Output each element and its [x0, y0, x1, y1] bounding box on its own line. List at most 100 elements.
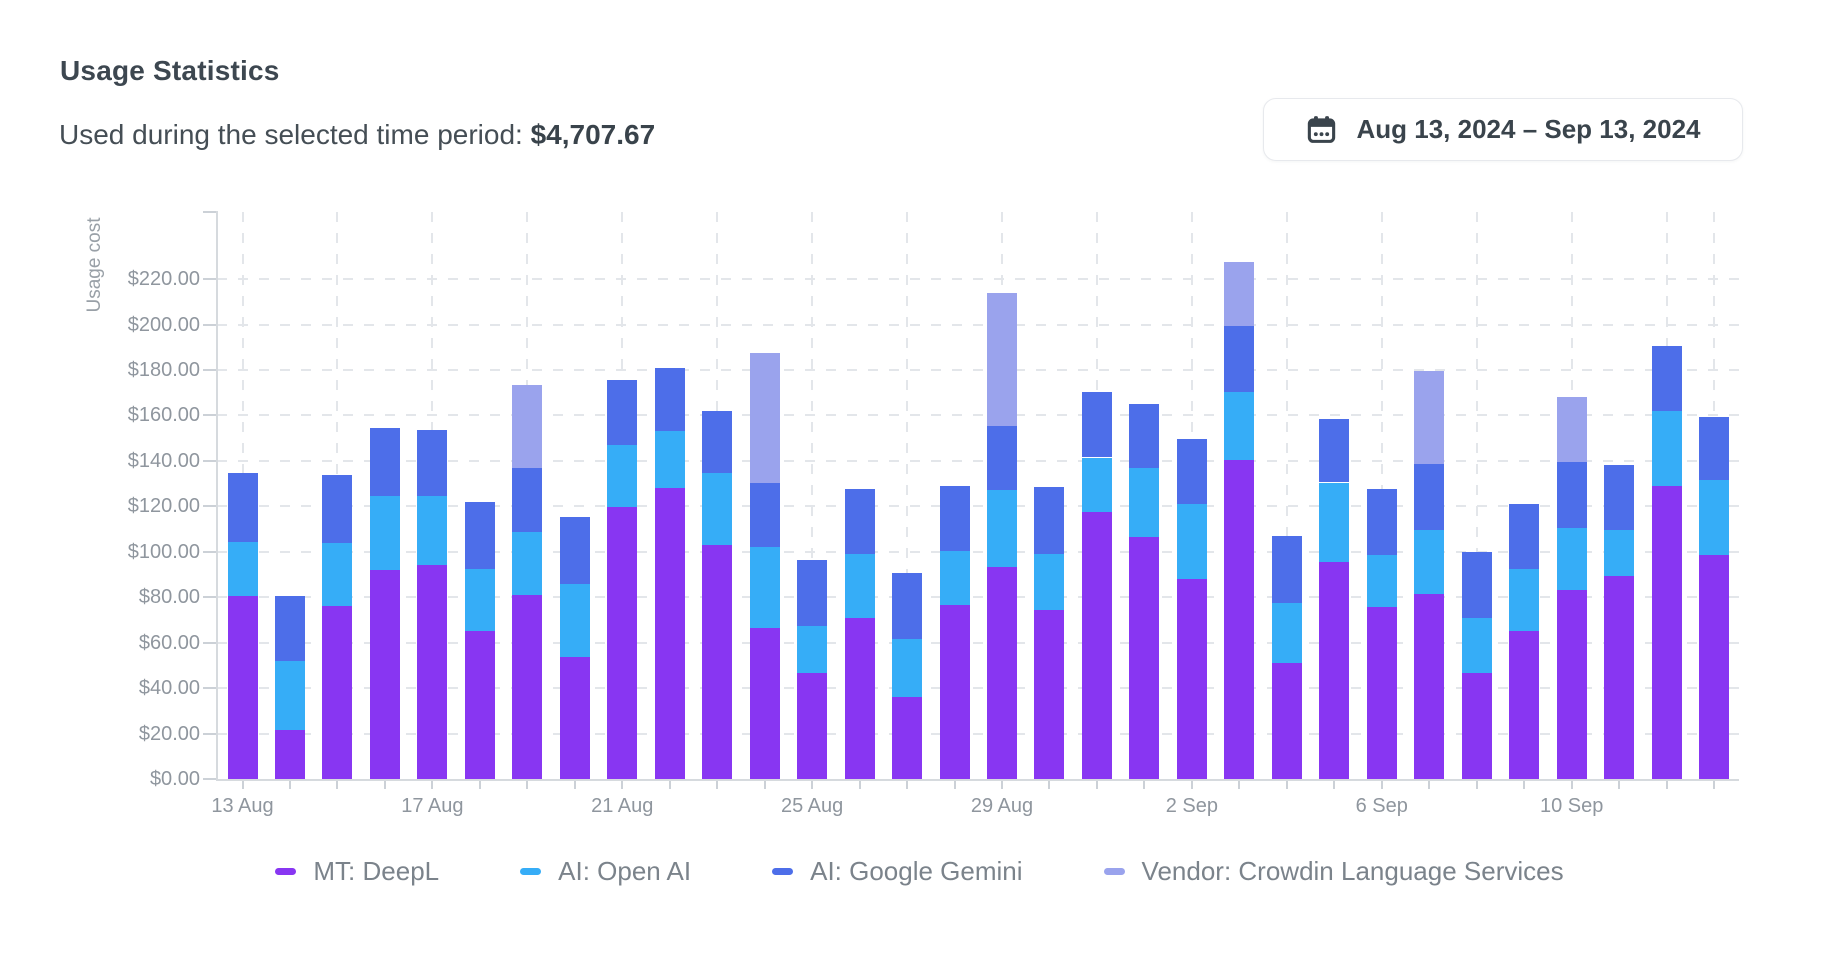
bar-segment-mt-deepl[interactable] [1556, 590, 1587, 779]
bar-segment-vendor-crowdin-language-services[interactable] [1414, 371, 1445, 465]
bar-segment-ai-open-ai[interactable] [1366, 555, 1397, 608]
bar-segment-ai-google-gemini[interactable] [1366, 489, 1397, 556]
bar-segment-mt-deepl[interactable] [607, 507, 638, 779]
bar-segment-ai-open-ai[interactable] [274, 660, 305, 731]
bar-segment-ai-google-gemini[interactable] [512, 467, 543, 533]
bar-segment-vendor-crowdin-language-services[interactable] [512, 384, 543, 468]
bar-segment-ai-open-ai[interactable] [1414, 530, 1445, 594]
bar-segment-mt-deepl[interactable] [1651, 485, 1682, 779]
bar-segment-ai-google-gemini[interactable] [844, 489, 875, 555]
bar-segment-ai-open-ai[interactable] [702, 473, 733, 545]
bar-segment-ai-open-ai[interactable] [797, 625, 828, 674]
bar-segment-ai-open-ai[interactable] [1651, 410, 1682, 486]
bar-segment-ai-open-ai[interactable] [1461, 617, 1492, 674]
bar-segment-vendor-crowdin-language-services[interactable] [749, 353, 780, 483]
bar-segment-ai-open-ai[interactable] [1271, 602, 1302, 664]
bar-segment-ai-google-gemini[interactable] [1556, 462, 1587, 528]
bar-segment-ai-open-ai[interactable] [417, 496, 448, 566]
bar-segment-ai-open-ai[interactable] [844, 554, 875, 618]
legend-item-vendor-crowdin-language-services[interactable]: Vendor: Crowdin Language Services [1103, 856, 1564, 887]
bar-segment-ai-open-ai[interactable] [322, 542, 353, 607]
bar-segment-mt-deepl[interactable] [1224, 459, 1255, 779]
bar-segment-mt-deepl[interactable] [227, 596, 258, 779]
bar-segment-mt-deepl[interactable] [274, 730, 305, 779]
bar-segment-mt-deepl[interactable] [417, 565, 448, 779]
bar-segment-ai-google-gemini[interactable] [892, 573, 923, 640]
bar-segment-ai-google-gemini[interactable] [274, 596, 305, 661]
bar-segment-vendor-crowdin-language-services[interactable] [1224, 262, 1255, 326]
bar-segment-ai-open-ai[interactable] [1129, 467, 1160, 538]
bar-segment-ai-google-gemini[interactable] [559, 516, 590, 584]
bar-segment-ai-open-ai[interactable] [749, 547, 780, 628]
bar-segment-ai-google-gemini[interactable] [1271, 535, 1302, 603]
bar-segment-ai-google-gemini[interactable] [1461, 551, 1492, 618]
bar-segment-ai-open-ai[interactable] [892, 639, 923, 698]
bar-segment-ai-open-ai[interactable] [464, 568, 495, 632]
bar-segment-vendor-crowdin-language-services[interactable] [1556, 397, 1587, 463]
bar-segment-ai-google-gemini[interactable] [939, 485, 970, 551]
bar-segment-ai-google-gemini[interactable] [1651, 346, 1682, 411]
bar-segment-mt-deepl[interactable] [1414, 593, 1445, 779]
bar-segment-mt-deepl[interactable] [1461, 673, 1492, 779]
bar-segment-mt-deepl[interactable] [322, 606, 353, 779]
bar-segment-mt-deepl[interactable] [892, 697, 923, 779]
bar-segment-ai-open-ai[interactable] [1224, 391, 1255, 460]
bar-segment-ai-google-gemini[interactable] [702, 410, 733, 474]
bar-segment-ai-open-ai[interactable] [227, 541, 258, 597]
bar-segment-ai-google-gemini[interactable] [1176, 439, 1207, 505]
bar-segment-ai-google-gemini[interactable] [369, 427, 400, 497]
bar-segment-mt-deepl[interactable] [512, 594, 543, 779]
bar-segment-mt-deepl[interactable] [1176, 579, 1207, 779]
bar-segment-ai-google-gemini[interactable] [322, 474, 353, 543]
date-range-picker-button[interactable]: Aug 13, 2024 – Sep 13, 2024 [1263, 98, 1743, 161]
legend-item-mt-deepl[interactable]: MT: DeepL [275, 856, 439, 887]
bar-segment-mt-deepl[interactable] [702, 544, 733, 779]
bar-segment-ai-open-ai[interactable] [512, 532, 543, 595]
bar-segment-ai-google-gemini[interactable] [1081, 391, 1112, 458]
bar-segment-ai-open-ai[interactable] [369, 496, 400, 570]
bar-segment-ai-open-ai[interactable] [1556, 527, 1587, 591]
bar-segment-ai-google-gemini[interactable] [227, 473, 258, 542]
bar-segment-mt-deepl[interactable] [1509, 631, 1540, 779]
bar-segment-ai-google-gemini[interactable] [1319, 418, 1350, 483]
bar-segment-mt-deepl[interactable] [749, 627, 780, 779]
bar-segment-mt-deepl[interactable] [464, 631, 495, 779]
bar-segment-ai-open-ai[interactable] [1176, 504, 1207, 580]
bar-segment-mt-deepl[interactable] [939, 605, 970, 779]
bar-segment-mt-deepl[interactable] [1699, 555, 1730, 779]
bar-segment-ai-open-ai[interactable] [987, 490, 1018, 567]
bar-segment-ai-google-gemini[interactable] [749, 482, 780, 548]
bar-segment-ai-open-ai[interactable] [1319, 482, 1350, 563]
bar-segment-ai-open-ai[interactable] [654, 431, 685, 489]
bar-segment-ai-google-gemini[interactable] [417, 430, 448, 497]
bar-segment-ai-open-ai[interactable] [1081, 457, 1112, 513]
bar-segment-mt-deepl[interactable] [559, 657, 590, 779]
bar-segment-ai-google-gemini[interactable] [1224, 325, 1255, 392]
legend-item-ai-open-ai[interactable]: AI: Open AI [520, 856, 691, 887]
bar-segment-mt-deepl[interactable] [797, 673, 828, 779]
bar-segment-ai-google-gemini[interactable] [797, 559, 828, 626]
bar-segment-ai-google-gemini[interactable] [1414, 464, 1445, 531]
bar-segment-ai-google-gemini[interactable] [464, 501, 495, 569]
bar-segment-ai-open-ai[interactable] [1509, 568, 1540, 632]
bar-segment-ai-google-gemini[interactable] [1129, 404, 1160, 468]
bar-segment-ai-open-ai[interactable] [1034, 554, 1065, 610]
bar-segment-vendor-crowdin-language-services[interactable] [987, 292, 1018, 426]
bar-segment-mt-deepl[interactable] [1319, 562, 1350, 779]
bar-segment-mt-deepl[interactable] [369, 569, 400, 779]
bar-segment-ai-open-ai[interactable] [559, 583, 590, 658]
bar-segment-ai-google-gemini[interactable] [654, 367, 685, 432]
bar-segment-ai-google-gemini[interactable] [987, 425, 1018, 491]
bar-segment-mt-deepl[interactable] [1366, 607, 1397, 779]
bar-segment-ai-open-ai[interactable] [1604, 530, 1635, 576]
legend-item-ai-google-gemini[interactable]: AI: Google Gemini [772, 856, 1023, 887]
bar-segment-ai-google-gemini[interactable] [1604, 465, 1635, 531]
bar-segment-mt-deepl[interactable] [987, 566, 1018, 779]
bar-segment-ai-open-ai[interactable] [1699, 480, 1730, 556]
bar-segment-mt-deepl[interactable] [1271, 663, 1302, 779]
bar-segment-mt-deepl[interactable] [1081, 512, 1112, 779]
bar-segment-mt-deepl[interactable] [654, 488, 685, 779]
bar-segment-ai-open-ai[interactable] [607, 445, 638, 508]
bar-segment-ai-open-ai[interactable] [939, 550, 970, 606]
bar-segment-mt-deepl[interactable] [1129, 537, 1160, 779]
